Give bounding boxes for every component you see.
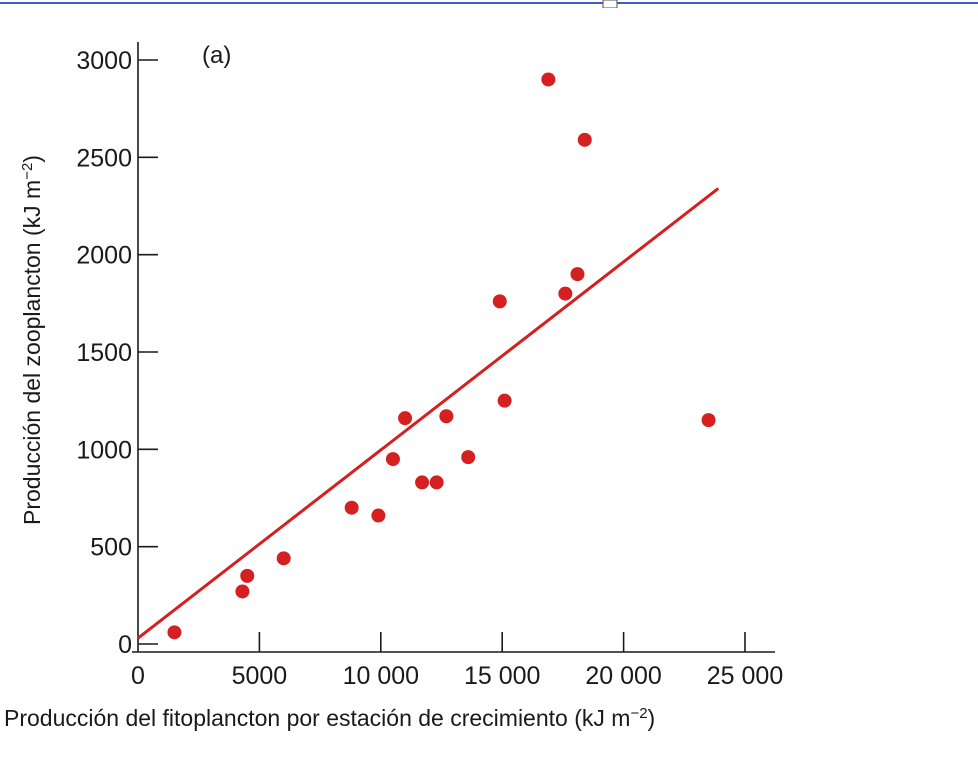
data-point xyxy=(415,475,430,490)
data-point xyxy=(398,411,413,426)
data-point xyxy=(235,584,250,599)
y-tick-label: 1500 xyxy=(76,339,132,367)
y-axis-label: Producción del zooplancton (kJ m−2) xyxy=(19,155,46,525)
y-axis-label-sup: −2 xyxy=(19,163,36,180)
data-points xyxy=(167,72,716,640)
data-point xyxy=(429,475,444,490)
data-point xyxy=(492,294,507,309)
x-tick-label: 0 xyxy=(131,662,145,690)
y-tick-label: 1000 xyxy=(76,436,132,464)
x-tick-label: 5000 xyxy=(232,662,288,690)
x-axis-label: Producción del fitoplancton por estación… xyxy=(4,705,655,732)
y-ticks: 0 500 1000 1500 2000 2500 3000 xyxy=(76,47,158,659)
data-point xyxy=(701,413,716,428)
x-tick-label: 10 000 xyxy=(343,662,419,690)
x-ticks: 0 5000 10 000 15 000 20 000 25 000 xyxy=(131,632,783,690)
x-axis-label-sup: −2 xyxy=(630,705,647,722)
x-tick-label: 20 000 xyxy=(585,662,661,690)
axes: 0 500 1000 1500 2000 2500 3000 0 5000 10 000 15 0… xyxy=(76,42,783,690)
data-point xyxy=(570,267,585,282)
data-point xyxy=(167,625,182,640)
y-tick-label: 0 xyxy=(118,631,132,659)
data-point xyxy=(385,452,400,467)
data-point xyxy=(371,508,386,523)
data-point xyxy=(541,72,556,87)
x-tick-label: 15 000 xyxy=(464,662,540,690)
data-point xyxy=(344,500,359,515)
data-point xyxy=(439,409,454,424)
data-point xyxy=(461,450,476,465)
y-tick-label: 2000 xyxy=(76,242,132,270)
data-point xyxy=(558,286,573,301)
y-axis-label-end: ) xyxy=(19,155,45,163)
data-point xyxy=(497,393,512,408)
top-border xyxy=(0,0,978,8)
data-point xyxy=(577,132,592,147)
x-tick-label: 25 000 xyxy=(707,662,783,690)
data-point xyxy=(276,551,291,566)
y-tick-label: 500 xyxy=(90,534,132,562)
y-tick-label: 3000 xyxy=(76,47,132,75)
regression-line xyxy=(137,187,720,640)
data-point xyxy=(240,568,255,583)
y-axis-label-main: Producción del zooplancton (kJ m xyxy=(19,180,45,525)
x-axis-label-main: Producción del fitoplancton por estación… xyxy=(4,705,630,731)
regression-line-group xyxy=(137,187,720,640)
y-tick-label: 2500 xyxy=(76,144,132,172)
panel-label: (a) xyxy=(202,42,231,69)
x-axis-label-end: ) xyxy=(648,705,656,731)
